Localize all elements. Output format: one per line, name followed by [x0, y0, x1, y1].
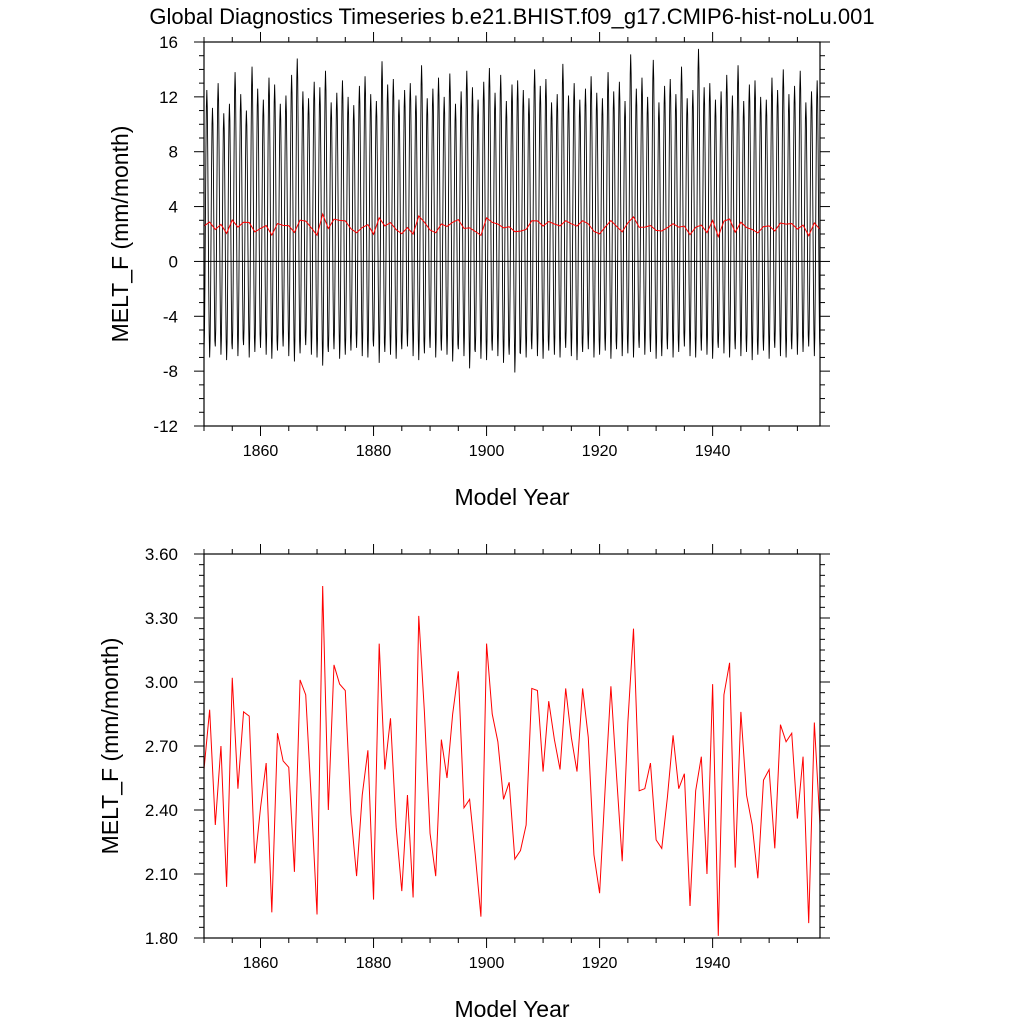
top-x-tick-label: 1900	[469, 443, 505, 460]
top-y-tick-label: -8	[163, 362, 178, 381]
bottom-x-tick-label: 1860	[243, 955, 279, 972]
top-y-tick-label: -12	[153, 417, 178, 436]
bottom-y-tick-label: 3.60	[145, 545, 178, 564]
top-panel: 1860 1880 1900 1920 1940 -12 -8 -4 0 4 8 12 16 Model…	[107, 32, 830, 510]
bottom-y-tick-label: 1.80	[145, 929, 178, 948]
top-y-tick-label: 12	[159, 88, 178, 107]
bottom-x-tick-label: 1940	[695, 955, 731, 972]
bottom-y-tick-label: 2.10	[145, 865, 178, 884]
top-x-axis-title: Model Year	[454, 484, 569, 510]
top-x-tick-label: 1920	[582, 443, 618, 460]
bottom-annual-series-line	[203, 585, 821, 936]
bottom-y-axis-title: MELT_F (mm/month)	[97, 638, 123, 855]
bottom-x-tick-label: 1900	[469, 955, 505, 972]
bottom-x-tick-label: 1920	[582, 955, 618, 972]
bottom-x-tick-label: 1880	[356, 955, 392, 972]
bottom-x-axis-title: Model Year	[454, 996, 569, 1022]
top-x-tick-label: 1880	[356, 443, 392, 460]
top-y-tick-label: -4	[163, 307, 178, 326]
top-y-tick-label: 16	[159, 33, 178, 52]
top-y-tick-label: 4	[169, 198, 178, 217]
bottom-y-tick-label: 2.70	[145, 737, 178, 756]
page-title: Global Diagnostics Timeseries b.e21.BHIS…	[149, 4, 874, 29]
bottom-y-tick-label: 3.00	[145, 673, 178, 692]
bottom-plot-frame	[203, 553, 821, 939]
bottom-y-tick-label: 3.30	[145, 609, 178, 628]
top-monthly-series-line	[203, 48, 821, 373]
bottom-y-tick-label: 2.40	[145, 801, 178, 820]
bottom-panel: 1860 1880 1900 1920 1940 1.80 2.10 2.40 2.70 3.00…	[97, 544, 830, 1022]
top-y-axis-title: MELT_F (mm/month)	[107, 126, 133, 343]
top-x-tick-label: 1940	[695, 443, 731, 460]
top-y-tick-label: 0	[169, 252, 178, 271]
top-annual-mean-line	[203, 212, 821, 239]
top-y-tick-label: 8	[169, 143, 178, 162]
top-x-tick-label: 1860	[243, 443, 279, 460]
